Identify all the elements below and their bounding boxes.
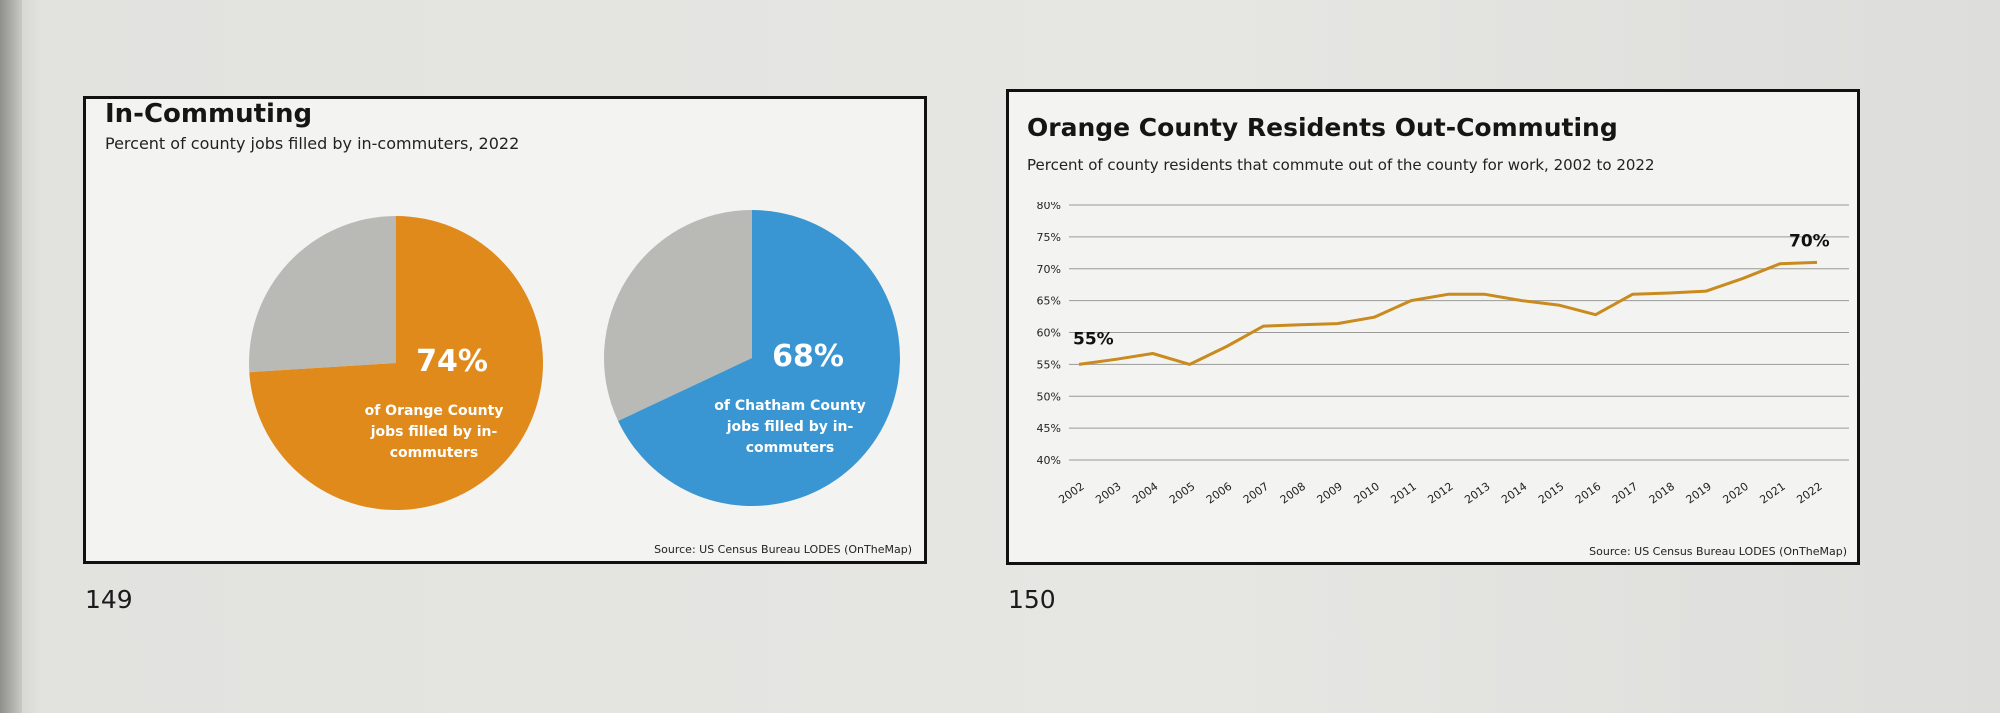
line-end-value-label: 70% — [1789, 231, 1830, 251]
x-tick-label: 2007 — [1241, 480, 1271, 507]
in-commuting-chart-panel: In-Commuting Percent of county jobs fill… — [83, 96, 927, 564]
in-commuting-title: In-Commuting — [105, 99, 313, 129]
x-tick-label: 2019 — [1684, 480, 1714, 507]
x-tick-label: 2020 — [1721, 480, 1751, 507]
line-chart-y-tick-labels: 40% 45% 50% 55% 60% 65% 70% 75% 80% — [1037, 202, 1061, 467]
chatham-county-pie-caption-line: jobs filled by in- — [726, 419, 854, 435]
x-tick-label: 2017 — [1610, 480, 1640, 507]
y-tick-label: 40% — [1037, 454, 1061, 467]
pie-charts: 74% of Orange County jobs filled by in- … — [249, 210, 900, 510]
orange-county-pie-caption-line: jobs filled by in- — [370, 424, 498, 440]
x-tick-label: 2014 — [1499, 480, 1529, 507]
x-tick-label: 2002 — [1056, 480, 1086, 507]
y-tick-label: 50% — [1037, 390, 1061, 403]
orange-county-pie-value-label: 74% — [416, 344, 488, 379]
chatham-county-pie-caption-line: commuters — [746, 440, 834, 456]
in-commuting-subtitle: Percent of county jobs filled by in-comm… — [105, 134, 520, 153]
y-tick-label: 60% — [1037, 327, 1061, 340]
line-chart-gridlines — [1069, 204, 1849, 461]
x-tick-label: 2009 — [1315, 480, 1345, 507]
x-tick-label: 2003 — [1093, 480, 1123, 507]
in-commuting-source: Source: US Census Bureau LODES (OnTheMap… — [654, 543, 912, 556]
x-tick-label: 2018 — [1647, 480, 1677, 507]
orange-county-pie-remainder-slice — [249, 216, 396, 373]
y-tick-label: 70% — [1037, 263, 1061, 276]
chatham-county-pie-in-commuter-slice — [618, 210, 900, 506]
orange-county-pie-caption-line: commuters — [390, 445, 478, 461]
y-tick-label: 75% — [1037, 231, 1061, 244]
chatham-county-pie-caption-line: of Chatham County — [714, 398, 865, 414]
page-number-left: 149 — [85, 585, 133, 614]
out-commuting-chart-panel: Orange County Residents Out-Commuting Pe… — [1006, 89, 1860, 565]
x-tick-label: 2021 — [1757, 480, 1787, 507]
orange-county-pie: 74% of Orange County jobs filled by in- … — [249, 216, 543, 510]
orange-county-pie-in-commuter-slice — [249, 216, 543, 510]
y-tick-label: 45% — [1037, 422, 1061, 435]
x-tick-label: 2013 — [1462, 480, 1492, 507]
x-tick-label: 2011 — [1388, 480, 1418, 507]
x-tick-label: 2012 — [1425, 480, 1455, 507]
x-tick-label: 2005 — [1167, 480, 1197, 507]
x-tick-label: 2004 — [1130, 480, 1160, 507]
line-chart-x-tick-labels: 2002 2003 2004 2005 2006 2007 2008 2009 2010 2011… — [1056, 480, 1824, 507]
book-spine — [0, 0, 22, 713]
chatham-county-pie-value-label: 68% — [772, 339, 844, 374]
page-number-right: 150 — [1008, 585, 1056, 614]
chatham-county-pie: 68% of Chatham County jobs filled by in-… — [603, 210, 900, 506]
x-tick-label: 2016 — [1573, 480, 1603, 507]
y-tick-label: 80% — [1037, 202, 1061, 212]
x-tick-label: 2006 — [1204, 480, 1234, 507]
chatham-county-pie-remainder-slice — [603, 210, 752, 422]
orange-county-pie-caption-line: of Orange County — [365, 403, 504, 419]
x-tick-label: 2022 — [1794, 480, 1824, 507]
line-chart: 40% 45% 50% 55% 60% 65% 70% 75% 80% 2002 2003 2004… — [1037, 202, 1849, 507]
out-commuting-title: Orange County Residents Out-Commuting — [1027, 113, 1618, 142]
line-start-value-label: 55% — [1073, 329, 1114, 349]
x-tick-label: 2008 — [1278, 480, 1308, 507]
y-tick-label: 65% — [1037, 295, 1061, 308]
x-tick-label: 2010 — [1352, 480, 1382, 507]
out-commuting-subtitle: Percent of county residents that commute… — [1027, 156, 1655, 174]
x-tick-label: 2015 — [1536, 480, 1566, 507]
y-tick-label: 55% — [1037, 358, 1061, 371]
out-commuting-source: Source: US Census Bureau LODES (OnTheMap… — [1589, 545, 1847, 558]
out-commuting-series-line — [1078, 260, 1818, 366]
